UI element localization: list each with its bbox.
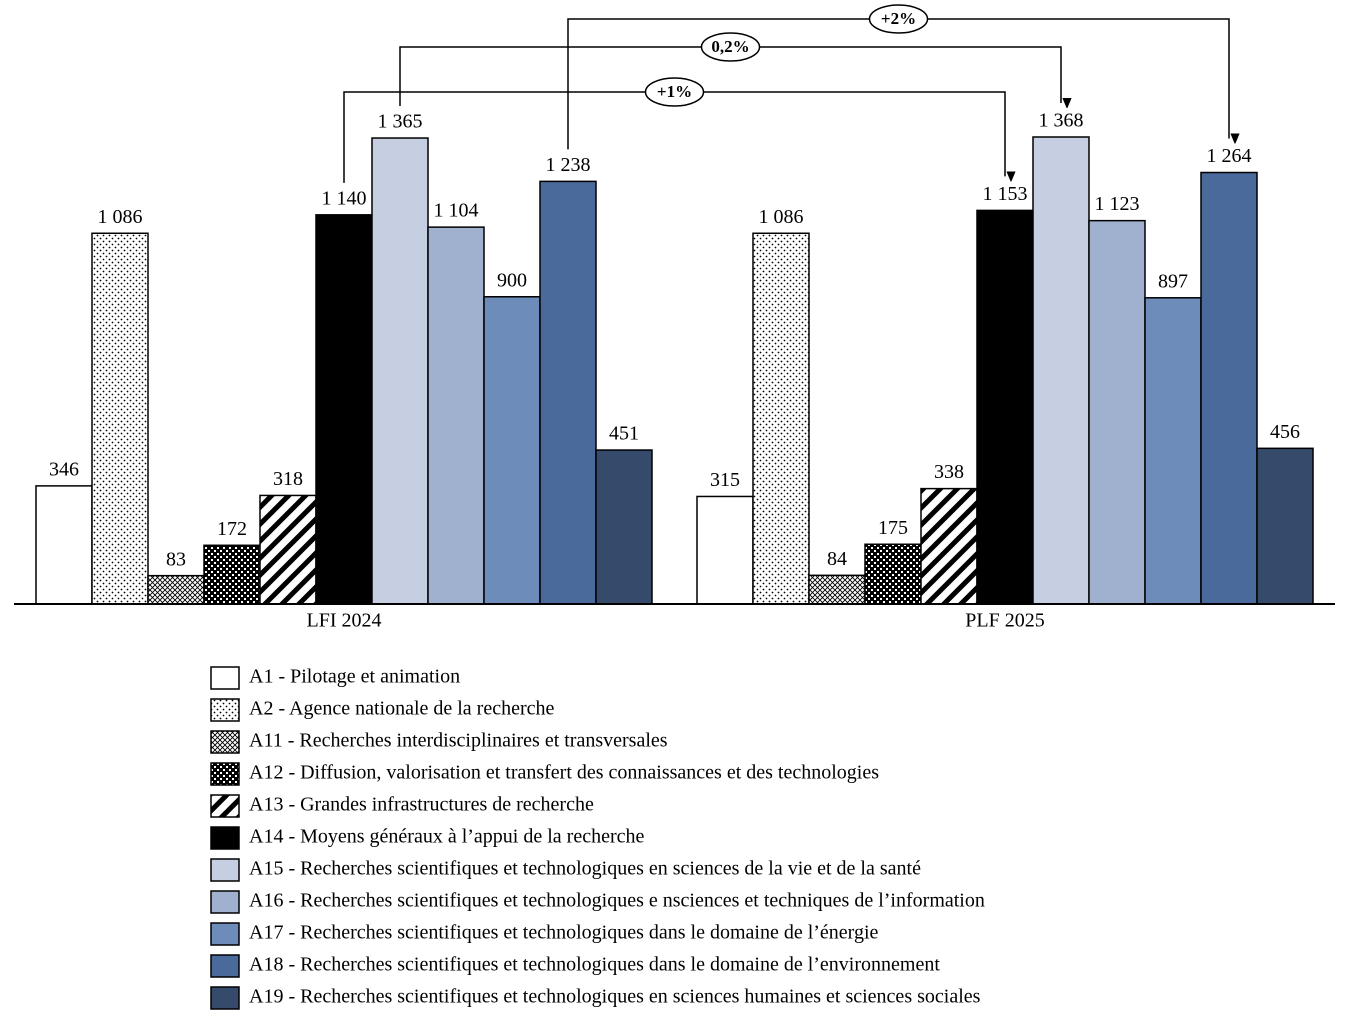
legend-swatch bbox=[210, 794, 240, 818]
legend-label: A19 - Recherches scientifiques et techno… bbox=[249, 986, 981, 1008]
bar bbox=[1088, 219, 1146, 605]
bar bbox=[371, 137, 429, 605]
value-label: 897 bbox=[1158, 270, 1188, 292]
legend-swatch bbox=[210, 922, 240, 946]
annotation-label: +1% bbox=[657, 82, 692, 101]
bar bbox=[1256, 447, 1314, 605]
legend-swatch bbox=[210, 954, 240, 978]
value-label: 318 bbox=[273, 468, 303, 490]
legend-label: A12 - Diffusion, valorisation et transfe… bbox=[249, 762, 879, 784]
bar bbox=[696, 495, 754, 605]
legend-label: A15 - Recherches scientifiques et techno… bbox=[249, 858, 921, 880]
value-label: 338 bbox=[934, 461, 964, 483]
value-label: 175 bbox=[878, 517, 908, 539]
legend-label: A1 - Pilotage et animation bbox=[249, 666, 460, 688]
bar bbox=[1200, 171, 1258, 605]
annotation-label: 0,2% bbox=[711, 37, 749, 56]
bar bbox=[259, 494, 317, 605]
bar bbox=[864, 543, 922, 605]
legend-label: A13 - Grandes infrastructures de recherc… bbox=[249, 794, 594, 816]
legend-swatch bbox=[210, 858, 240, 882]
annotation-bubble bbox=[644, 77, 705, 107]
legend-swatch bbox=[210, 730, 240, 754]
legend-label: A17 - Recherches scientifiques et techno… bbox=[249, 922, 879, 944]
legend-label: A16 - Recherches scientifiques et techno… bbox=[249, 890, 985, 912]
value-label: 1 086 bbox=[98, 206, 143, 228]
bar bbox=[539, 180, 597, 605]
legend-label: A2 - Agence nationale de la recherche bbox=[249, 698, 555, 720]
legend-label: A14 - Moyens généraux à l’appui de la re… bbox=[249, 826, 645, 848]
value-label: 1 368 bbox=[1039, 110, 1084, 132]
annotation-bubble bbox=[700, 32, 761, 62]
value-label: 1 086 bbox=[759, 206, 804, 228]
annotation-bubble bbox=[868, 4, 929, 34]
value-label: 1 365 bbox=[378, 111, 423, 133]
bar bbox=[808, 574, 866, 605]
value-label: 1 153 bbox=[983, 183, 1028, 205]
x-tick-label: LFI 2024 bbox=[307, 610, 382, 632]
legend-swatch bbox=[210, 762, 240, 786]
value-label: 346 bbox=[49, 458, 79, 480]
value-label: 451 bbox=[609, 423, 639, 445]
value-label: 1 104 bbox=[434, 200, 479, 222]
bar bbox=[483, 296, 541, 605]
bar bbox=[920, 487, 978, 605]
bar bbox=[203, 544, 261, 605]
value-label: 172 bbox=[217, 518, 247, 540]
value-label: 900 bbox=[497, 269, 527, 291]
value-label: 83 bbox=[166, 548, 186, 570]
value-label: 315 bbox=[710, 469, 740, 491]
value-label: 456 bbox=[1270, 421, 1300, 443]
value-label: 1 140 bbox=[322, 187, 367, 209]
bar bbox=[752, 232, 810, 605]
bar bbox=[315, 214, 373, 605]
legend-swatch bbox=[210, 666, 240, 690]
bar bbox=[427, 226, 485, 605]
bar bbox=[1144, 297, 1202, 605]
bar bbox=[35, 485, 93, 605]
legend-label: A18 - Recherches scientifiques et techno… bbox=[249, 954, 940, 976]
value-label: 1 238 bbox=[546, 154, 591, 176]
legend-swatch bbox=[210, 698, 240, 722]
bar bbox=[595, 449, 653, 605]
bar bbox=[1032, 136, 1090, 605]
legend-swatch bbox=[210, 826, 240, 850]
legend-swatch bbox=[210, 890, 240, 914]
value-label: 1 264 bbox=[1207, 145, 1252, 167]
bar bbox=[147, 574, 205, 605]
x-tick-label: PLF 2025 bbox=[965, 610, 1044, 632]
legend-label: A11 - Recherches interdisciplinaires et … bbox=[249, 730, 668, 752]
legend-swatch bbox=[210, 986, 240, 1010]
value-label: 1 123 bbox=[1095, 193, 1140, 215]
annotation-label: +2% bbox=[881, 9, 916, 28]
bar bbox=[91, 232, 149, 605]
value-label: 84 bbox=[827, 548, 847, 570]
bar bbox=[976, 209, 1034, 605]
